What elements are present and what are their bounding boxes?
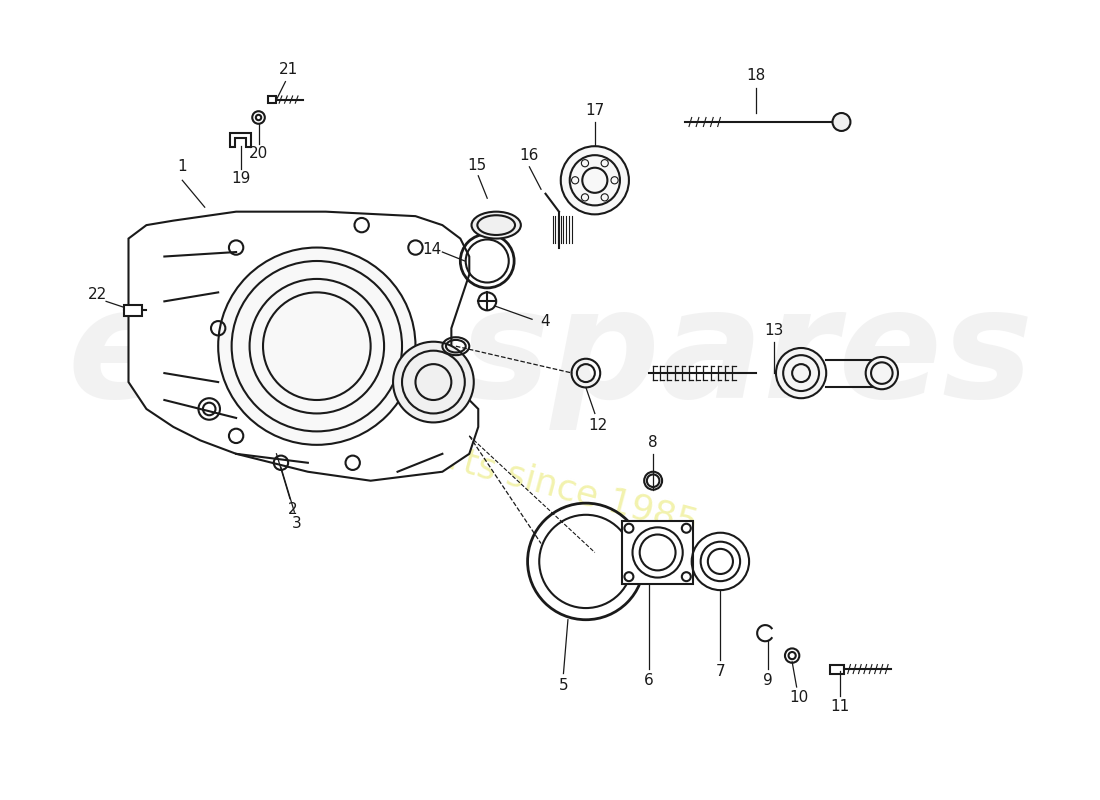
Text: 5: 5 — [559, 678, 569, 693]
Text: 4: 4 — [541, 314, 550, 330]
Text: 2: 2 — [288, 502, 297, 517]
Text: 14: 14 — [422, 242, 441, 257]
Text: eurospares: eurospares — [67, 281, 1033, 430]
Circle shape — [218, 247, 416, 445]
Text: 15: 15 — [466, 158, 486, 173]
Text: 20: 20 — [249, 146, 268, 161]
Text: a passion for parts since 1985: a passion for parts since 1985 — [166, 366, 702, 541]
Bar — [124, 305, 142, 316]
Bar — [267, 96, 276, 103]
Text: 9: 9 — [763, 674, 773, 688]
Text: 11: 11 — [830, 699, 849, 714]
Circle shape — [866, 357, 898, 390]
Text: 17: 17 — [585, 103, 605, 118]
Bar — [829, 665, 844, 674]
Text: 7: 7 — [716, 664, 725, 679]
Text: 18: 18 — [747, 68, 766, 83]
Circle shape — [833, 113, 850, 131]
Text: 1: 1 — [177, 159, 187, 174]
Text: 8: 8 — [648, 434, 658, 450]
Text: 13: 13 — [764, 322, 784, 338]
Text: 3: 3 — [293, 516, 303, 531]
Text: 10: 10 — [790, 690, 808, 706]
Text: 19: 19 — [231, 171, 251, 186]
Circle shape — [776, 348, 826, 398]
Polygon shape — [621, 521, 693, 584]
Circle shape — [393, 342, 474, 422]
Text: 22: 22 — [88, 286, 107, 302]
Circle shape — [561, 146, 629, 214]
Text: 16: 16 — [519, 148, 539, 162]
Text: 21: 21 — [278, 62, 298, 78]
Text: 12: 12 — [587, 418, 607, 433]
Ellipse shape — [472, 212, 521, 238]
Polygon shape — [129, 212, 478, 481]
Polygon shape — [230, 133, 252, 147]
Text: 6: 6 — [644, 674, 653, 688]
